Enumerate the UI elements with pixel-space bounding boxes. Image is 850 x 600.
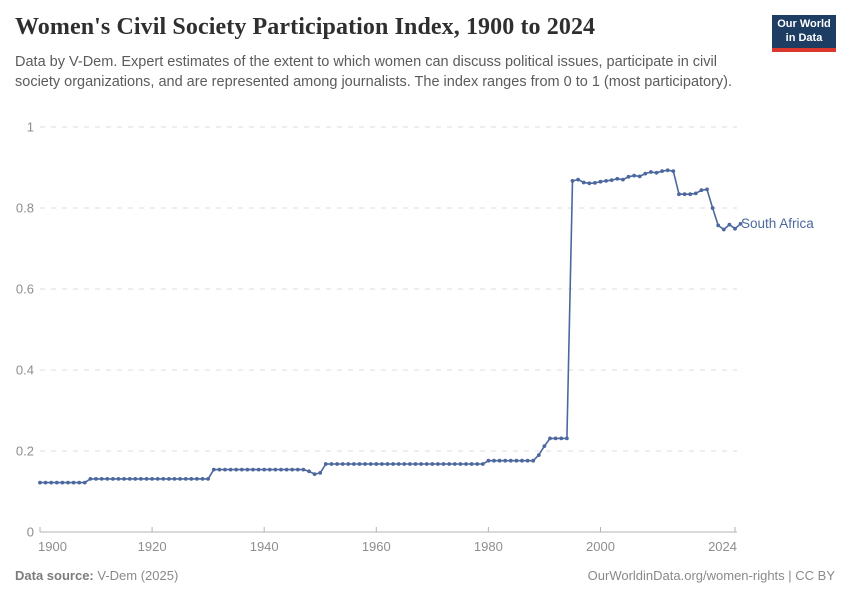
chart-subtitle: Data by V-Dem. Expert estimates of the e… xyxy=(15,54,733,91)
footer-citation: OurWorldinData.org/women-rights | CC BY xyxy=(587,568,835,583)
svg-text:1: 1 xyxy=(27,120,34,135)
owid-logo-box: Our World in Data xyxy=(772,15,836,48)
owid-logo-line2: in Data xyxy=(785,31,823,44)
svg-text:0.6: 0.6 xyxy=(16,282,34,297)
svg-text:1960: 1960 xyxy=(362,539,391,554)
svg-text:2000: 2000 xyxy=(586,539,615,554)
owid-logo-line1: Our World xyxy=(777,17,831,30)
data-source-value: V-Dem (2025) xyxy=(93,568,179,583)
svg-text:0: 0 xyxy=(27,525,34,540)
page-title: Women's Civil Society Participation Inde… xyxy=(15,14,596,40)
svg-text:1980: 1980 xyxy=(474,539,503,554)
svg-text:2024: 2024 xyxy=(708,539,737,554)
owid-logo-accent-bar xyxy=(772,48,836,52)
svg-text:0.4: 0.4 xyxy=(16,363,34,378)
svg-text:1900: 1900 xyxy=(38,539,67,554)
svg-text:1940: 1940 xyxy=(250,539,279,554)
svg-text:1920: 1920 xyxy=(138,539,167,554)
svg-text:0.8: 0.8 xyxy=(16,201,34,216)
chart-footer: Data source: V-Dem (2025) OurWorldinData… xyxy=(15,568,835,583)
svg-text:0.2: 0.2 xyxy=(16,444,34,459)
series-label-south-africa: South Africa xyxy=(741,216,814,231)
data-source-label: Data source: xyxy=(15,568,94,583)
data-source: Data source: V-Dem (2025) xyxy=(15,568,178,583)
owid-logo: Our World in Data xyxy=(772,15,836,52)
